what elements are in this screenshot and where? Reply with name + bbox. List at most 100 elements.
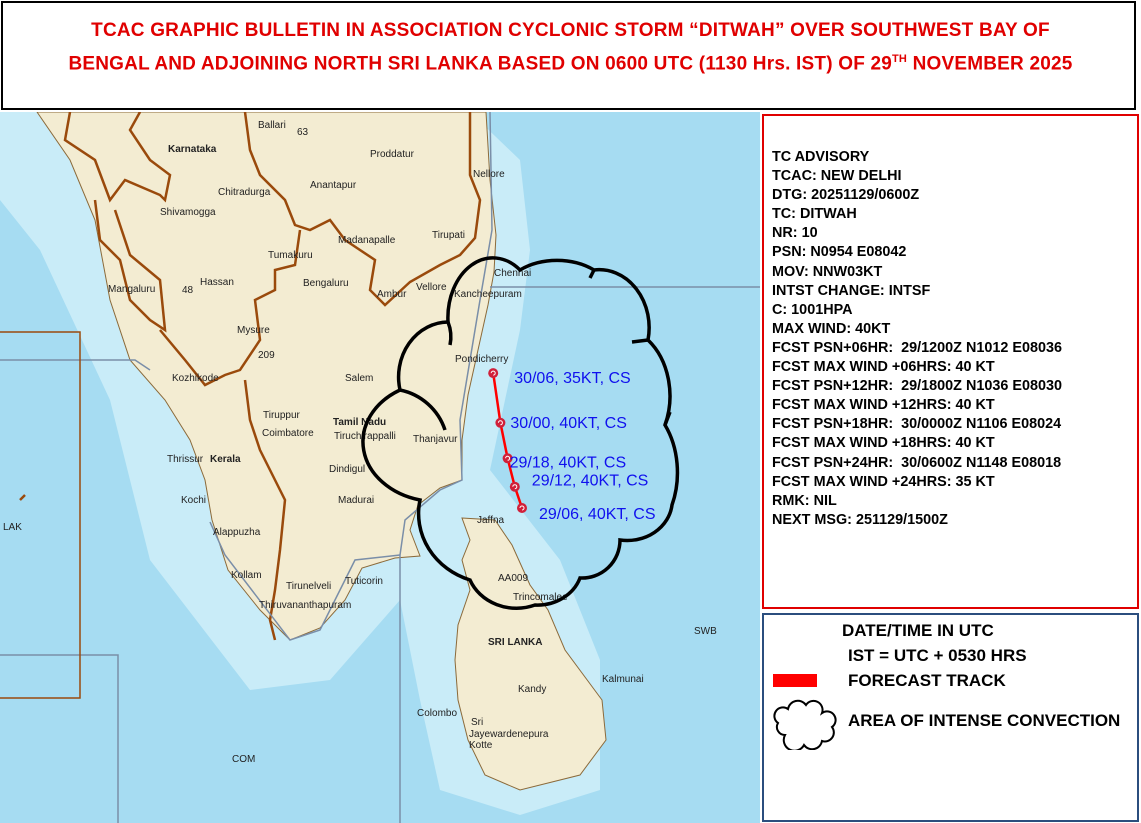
cyclone-symbol-icon [509, 481, 520, 492]
convection-area-cloud [361, 256, 680, 610]
advisory-line: DTG: 20251129/0600Z [772, 187, 920, 204]
map-label: Tamil Nadu [333, 417, 386, 428]
legend-heading: DATE/TIME IN UTC [842, 621, 994, 640]
map-label: Karnataka [168, 144, 217, 155]
map-label: COM [232, 754, 255, 765]
title-line-2-end: NOVEMBER 2025 [907, 53, 1073, 75]
bulletin-title: TCAC GRAPHIC BULLETIN IN ASSOCIATION CYC… [13, 17, 1128, 78]
track-point-label: 30/06, 35KT, CS [514, 370, 631, 387]
title-superscript: TH [892, 53, 908, 65]
advisory-line: FCST MAX WIND +12HRS: 40 KT [772, 397, 995, 414]
cloud-icon [773, 699, 837, 750]
cyclone-map: Karnataka Ballari Anantapur Proddatur Nellor… [0, 112, 760, 823]
title-line-2-text: BENGAL AND ADJOINING NORTH SRI LANKA BAS… [68, 53, 893, 75]
forecast-track: 29/06, 40KT, CS 29/12, 40KT, CS 29/18, 40K… [488, 368, 656, 523]
advisory-line: FCST MAX WIND +18HRS: 40 KT [772, 435, 995, 452]
map-label: Pondicherry [455, 354, 508, 365]
map-label: Colombo [417, 708, 457, 719]
advisory-line: MAX WIND: 40KT [772, 320, 891, 337]
advisory-lines: TC ADVISORY TCAC: NEW DELHI DTG: 20251129/… [772, 148, 1062, 530]
cyclone-swirl-icon [497, 420, 503, 426]
map-label: Kalmunai [602, 674, 644, 685]
cyclone-swirl-icon [512, 484, 518, 490]
track-point-label: 29/18, 40KT, CS [510, 454, 627, 471]
advisory-line: NEXT MSG: 251129/1500Z [772, 511, 948, 528]
map-label: Salem [345, 373, 373, 384]
advisory-line: FCST PSN+18HR: 30/0000Z N1106 E08024 [772, 416, 1062, 433]
map-label: Madanapalle [338, 235, 396, 246]
cyclone-symbol-icon [488, 368, 499, 379]
legend-forecast-track: FORECAST TRACK [848, 671, 1006, 690]
map-label: Tuticorin [345, 576, 383, 587]
map-label: 209 [258, 350, 275, 361]
state-borders [19, 112, 482, 641]
map-label: Tirupati [432, 230, 465, 241]
map-label: Sri [471, 717, 483, 728]
advisory-line: NR: 10 [772, 225, 818, 242]
map-label: Dindigul [329, 464, 365, 475]
map-label: Shivamogga [160, 207, 216, 218]
legend-ist-note: IST = UTC + 0530 HRS [848, 646, 1027, 665]
advisory-line: TC: DITWAH [772, 206, 857, 223]
map-label: Kerala [210, 454, 241, 465]
map-label: Tirunelveli [286, 581, 331, 592]
map-label: Kollam [231, 570, 262, 581]
map-label: Mysure [237, 325, 270, 336]
cyclone-symbol-icon [502, 453, 513, 464]
advisory-line: TCAC: NEW DELHI [772, 168, 902, 185]
map-label: Tumakuru [268, 250, 313, 261]
map-label: 48 [182, 285, 194, 296]
legend-convection: AREA OF INTENSE CONVECTION [848, 711, 1121, 730]
map-label: Kotte [469, 740, 493, 751]
map-label: Alappuzha [213, 527, 261, 538]
map-label: Tiruppur [263, 410, 301, 421]
map-label: Bengaluru [303, 278, 349, 289]
map-label: Hassan [200, 277, 234, 288]
map-label: 63 [297, 127, 309, 138]
advisory-line: TC ADVISORY [772, 149, 870, 165]
map-label: SWB [694, 626, 717, 637]
map-label: Chitradurga [218, 187, 271, 198]
advisory-line: FCST PSN+12HR: 29/1800Z N1036 E08030 [772, 378, 1062, 395]
map-label: Nellore [473, 169, 505, 180]
map-label: Thrissur [167, 454, 204, 465]
advisory-line: MOV: NNW03KT [772, 263, 883, 280]
advisory-line: PSN: N0954 E08042 [772, 244, 907, 261]
map-label: AA009 [498, 573, 528, 584]
map-label: Thiruvananthapuram [259, 600, 351, 611]
cyclone-symbol-icon [495, 417, 506, 428]
advisory-line: RMK: NIL [772, 492, 837, 509]
advisory-line: C: 1001HPA [772, 301, 853, 318]
map-label: Kozhikode [172, 373, 219, 384]
track-point-label: 29/12, 40KT, CS [532, 473, 649, 490]
map-label: Jayewardenepura [469, 729, 549, 740]
map-label: Proddatur [370, 149, 415, 160]
map-label: SRI LANKA [488, 637, 542, 648]
advisory-line: FCST MAX WIND +24HRS: 35 KT [772, 473, 995, 490]
map-label: Mangaluru [108, 284, 155, 295]
map-label: Thanjavur [413, 434, 458, 445]
map-label: Ballari [258, 120, 286, 131]
map-label: Kancheepuram [454, 289, 522, 300]
cloud-inner-hooks [399, 269, 672, 431]
cyclone-swirl-icon [519, 505, 525, 511]
map-label: LAK [3, 522, 22, 533]
advisory-line: FCST PSN+06HR: 29/1200Z N1012 E08036 [772, 339, 1062, 356]
map-label: Kandy [518, 684, 546, 695]
forecast-track-swatch [773, 674, 817, 687]
cyclone-swirl-icon [505, 455, 511, 461]
legend-panel: DATE/TIME IN UTC IST = UTC + 0530 HRS FO… [762, 613, 1139, 822]
map-label: Madurai [338, 495, 374, 506]
map-labels: Karnataka Ballari Anantapur Proddatur Nellor… [3, 120, 717, 765]
map-label: Coimbatore [262, 428, 314, 439]
title-line-1: TCAC GRAPHIC BULLETIN IN ASSOCIATION CYC… [91, 20, 1050, 41]
advisory-line: FCST PSN+24HR: 30/0600Z N1148 E08018 [772, 454, 1062, 471]
map-label: Anantapur [310, 180, 357, 191]
map-label: Trincomalee [513, 592, 568, 603]
map-label: Jaffna [477, 515, 504, 526]
map-label: Ambur [377, 289, 407, 300]
title-box: TCAC GRAPHIC BULLETIN IN ASSOCIATION CYC… [1, 1, 1136, 110]
fir-boundaries [0, 112, 760, 823]
title-line-2: BENGAL AND ADJOINING NORTH SRI LANKA BAS… [13, 45, 1128, 78]
map-label: Chennai [494, 268, 531, 279]
